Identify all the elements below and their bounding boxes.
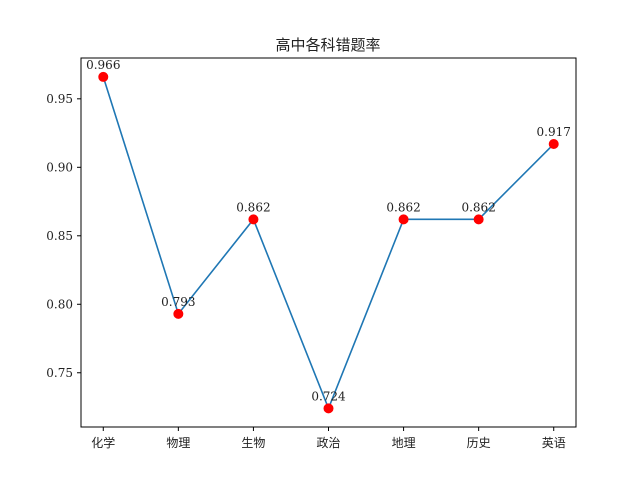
y-tick-label: 0.90	[46, 160, 73, 174]
data-label: 0.862	[236, 200, 270, 214]
data-label: 0.862	[461, 200, 495, 214]
data-point	[173, 308, 184, 319]
data-point	[473, 214, 484, 225]
x-tick-label: 历史	[467, 436, 491, 450]
y-tick-label: 0.85	[46, 229, 73, 243]
series-line	[102, 76, 555, 411]
data-label: 0.862	[386, 200, 420, 214]
x-tick-label: 生物	[241, 436, 265, 450]
y-tick-label: 0.75	[46, 366, 73, 380]
x-tick-label: 化学	[91, 435, 115, 450]
data-point	[248, 214, 259, 225]
x-tick-label: 英语	[542, 436, 566, 450]
y-tick-label: 0.80	[46, 297, 73, 311]
data-label: 0.966	[86, 58, 120, 72]
x-tick-label: 政治	[316, 436, 340, 450]
y-tick-label: 0.95	[46, 92, 73, 106]
data-point	[398, 214, 409, 225]
data-point	[98, 71, 109, 82]
data-label: 0.724	[311, 389, 346, 403]
data-label: 0.793	[161, 295, 195, 309]
data-point	[548, 139, 559, 150]
plot-area: 0.75 0.80 0.85 0.90 0.95 化学 物理 生物 政治 地理 历史 英语 0.966 0…	[46, 57, 577, 450]
data-label: 0.917	[537, 125, 571, 139]
x-tick-label: 物理	[166, 436, 190, 450]
data-point	[323, 403, 334, 414]
x-tick-label: 地理	[392, 436, 416, 450]
chart-title: 高中各科错题率	[275, 36, 380, 54]
